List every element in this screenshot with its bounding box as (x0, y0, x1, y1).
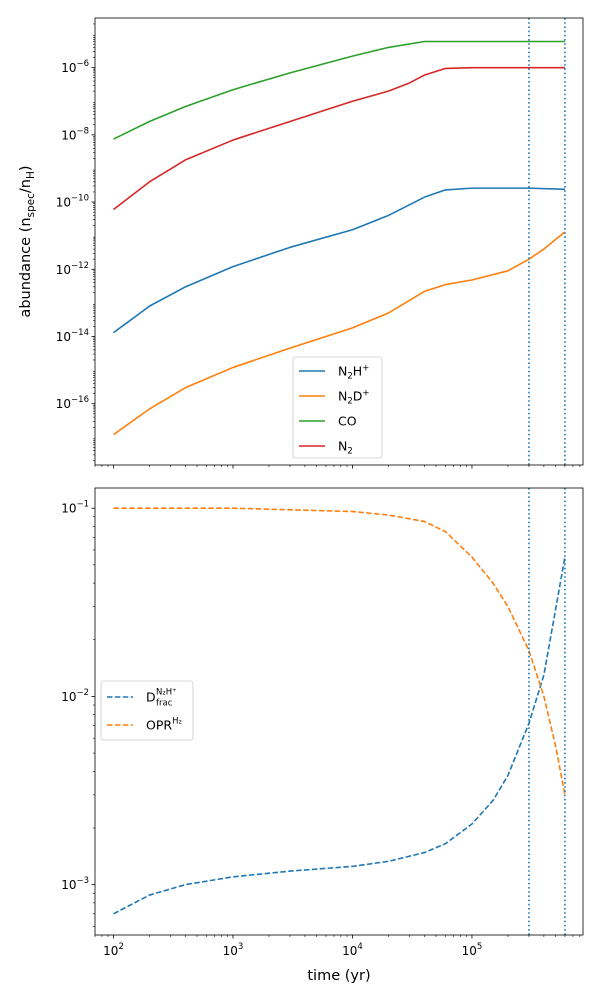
y-tick-label: 10−10 (56, 194, 89, 210)
y-tick-label: 10−16 (56, 395, 89, 411)
series-line-co (113, 40, 565, 140)
legend: DN₂H⁺ frac OPRH₂ (100, 680, 194, 741)
legend-label: CO (338, 414, 357, 429)
y-tick-label: 10−1 (61, 500, 89, 516)
x-tick-label: 104 (342, 942, 363, 958)
legend-label: OPRH₂ (146, 717, 182, 733)
bottom-ratio-panel: 10−1 10−2 10−3 102 103 104 105 time (yr) DN₂H⁺ fr… (61, 487, 584, 984)
y-tick-label: 10−8 (61, 126, 89, 142)
legend-label: DN₂H⁺ frac (146, 688, 177, 709)
legend: N2H+ N2D+ CO N2 (292, 356, 383, 459)
plot-area (113, 40, 566, 436)
series-line-n2d- (113, 231, 566, 436)
axes-frame (94, 487, 584, 936)
y-tick-label: 10−6 (61, 59, 89, 75)
legend-label: N2H+ (338, 364, 369, 382)
top-abundance-panel: 10−6 10−8 10−10 10−12 10−14 10−16 abundance (n… (18, 17, 584, 469)
series-line-dfrac-n2h- (113, 556, 566, 915)
y-tick-label: 10−2 (61, 688, 89, 704)
x-tick-label: 102 (103, 942, 124, 958)
legend-label: N2 (338, 439, 353, 457)
series-line-opr-h2 (113, 507, 566, 795)
x-axis-label: time (yr) (307, 968, 370, 984)
x-tick-label: 103 (223, 942, 244, 958)
legend-label: N2D+ (338, 389, 370, 407)
x-tick-label: 105 (462, 942, 483, 958)
axes-frame (94, 17, 584, 466)
plot-area (113, 507, 566, 915)
y-axis-label: abundance (nspec/nH) (18, 165, 37, 317)
series-line-n2 (113, 66, 565, 211)
legend-box (292, 356, 383, 459)
y-tick-label: 10−14 (56, 328, 89, 344)
series-line-n2h- (113, 187, 565, 334)
y-tick-label: 10−12 (56, 261, 89, 277)
y-tick-label: 10−3 (61, 876, 89, 892)
